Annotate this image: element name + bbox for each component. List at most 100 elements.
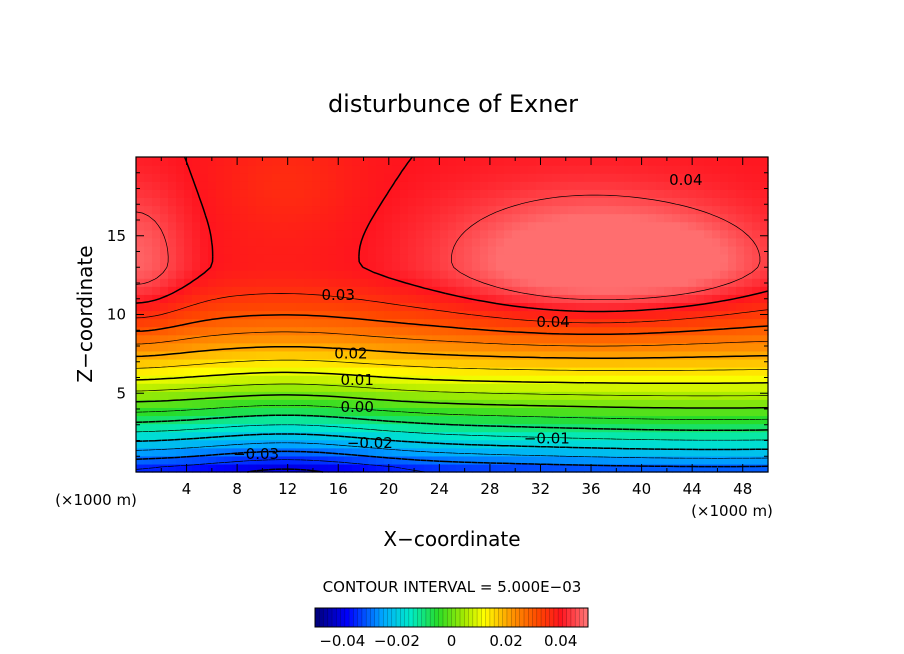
field-cell xyxy=(592,407,601,417)
field-cell xyxy=(704,399,713,408)
field-cell xyxy=(424,463,433,473)
field-cell xyxy=(624,407,633,417)
field-cell xyxy=(560,383,569,392)
field-cell xyxy=(160,407,169,417)
field-cell xyxy=(472,431,481,441)
field-cell xyxy=(144,286,153,295)
field-cell xyxy=(216,407,225,417)
field-cell xyxy=(376,342,385,352)
field-cell xyxy=(536,399,545,408)
field-cell xyxy=(176,407,185,417)
field-cell xyxy=(192,375,201,384)
field-cell xyxy=(408,423,417,433)
field-cell xyxy=(472,278,481,287)
field-cell xyxy=(440,213,449,223)
field-cell xyxy=(704,237,713,247)
field-cell xyxy=(136,181,145,190)
field-cell xyxy=(208,213,217,223)
field-cell xyxy=(416,367,425,376)
field-cell xyxy=(680,455,689,465)
field-cell xyxy=(592,463,601,473)
field-cell xyxy=(496,415,505,425)
field-cell xyxy=(720,318,729,328)
field-cell xyxy=(544,181,553,190)
field-cell xyxy=(520,221,529,231)
field-cell xyxy=(240,383,249,392)
field-cell xyxy=(432,197,441,207)
field-cell xyxy=(704,197,713,207)
field-cell xyxy=(576,431,585,441)
field-cell xyxy=(448,221,457,231)
field-cell xyxy=(192,342,201,352)
field-cell xyxy=(192,367,201,376)
field-cell xyxy=(640,326,649,336)
field-cell xyxy=(152,213,161,223)
field-cell xyxy=(616,181,625,190)
field-cell xyxy=(136,229,145,239)
colorbar-cell xyxy=(464,608,469,627)
field-cell xyxy=(488,375,497,384)
field-cell xyxy=(760,367,769,376)
field-cell xyxy=(200,463,209,473)
field-cell xyxy=(288,181,297,190)
field-cell xyxy=(160,213,169,223)
field-cell xyxy=(192,181,201,190)
field-cell xyxy=(288,423,297,433)
field-cell xyxy=(280,455,289,465)
field-cell xyxy=(616,286,625,295)
field-cell xyxy=(168,205,177,215)
field-cell xyxy=(688,245,697,255)
field-cell xyxy=(440,165,449,174)
field-cell xyxy=(528,221,537,231)
field-cell xyxy=(232,245,241,255)
field-cell xyxy=(576,181,585,190)
field-cell xyxy=(168,431,177,441)
field-cell xyxy=(272,326,281,336)
field-cell xyxy=(696,350,705,360)
field-cell xyxy=(288,165,297,174)
field-cell xyxy=(152,205,161,215)
field-cell xyxy=(232,383,241,392)
field-cell xyxy=(368,326,377,336)
field-cell xyxy=(400,189,409,198)
field-cell xyxy=(144,157,153,166)
colorbar xyxy=(314,607,589,628)
field-cell xyxy=(520,310,529,320)
field-cell xyxy=(192,253,201,263)
field-cell xyxy=(512,165,521,174)
field-cell xyxy=(688,439,697,449)
field-cell xyxy=(688,358,697,368)
field-cell xyxy=(464,367,473,376)
field-cell xyxy=(736,245,745,255)
field-cell xyxy=(288,334,297,344)
field-cell xyxy=(400,221,409,231)
field-cell xyxy=(176,399,185,408)
field-cell xyxy=(296,294,305,303)
field-cell xyxy=(536,165,545,174)
field-cell xyxy=(272,399,281,408)
field-cell xyxy=(656,318,665,328)
colorbar-cell xyxy=(340,608,346,627)
field-cell xyxy=(440,245,449,255)
field-cell xyxy=(456,383,465,392)
field-cell xyxy=(256,286,265,295)
field-cell xyxy=(376,383,385,392)
field-cell xyxy=(200,270,209,279)
field-cell xyxy=(600,270,609,279)
field-cell xyxy=(536,197,545,207)
field-cell xyxy=(256,358,265,368)
field-cell xyxy=(336,439,345,449)
field-cell xyxy=(656,415,665,425)
field-cell xyxy=(616,278,625,287)
field-cell xyxy=(256,205,265,215)
field-cell xyxy=(192,447,201,457)
field-cell xyxy=(448,157,457,166)
field-cell xyxy=(320,415,329,425)
field-cell xyxy=(224,415,233,425)
field-cell xyxy=(528,294,537,303)
field-cell xyxy=(704,278,713,287)
field-cell xyxy=(496,455,505,465)
field-cell xyxy=(136,399,145,408)
field-cell xyxy=(680,447,689,457)
contour-line xyxy=(135,359,769,371)
